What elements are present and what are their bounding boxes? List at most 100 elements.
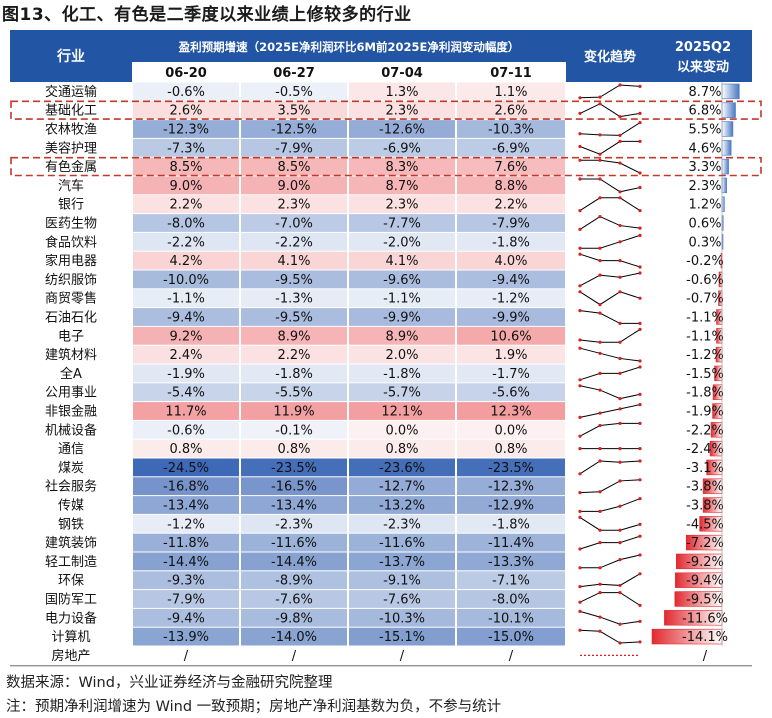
change-label: 1.2% [688,198,721,213]
sparkline-marker [638,497,642,501]
row-industry-label: 通信 [58,442,84,457]
table-row: 美容护理 -7.3% -7.9% -6.9% -6.9% 4.6% [45,138,732,157]
sparkline-marker [618,421,622,425]
header-date-07-11: 07-11 [490,66,532,81]
heatmap-cell [349,270,455,289]
sparkline-marker [598,459,602,463]
change-label: -2.2% [686,423,724,438]
footnote: 注：预期净利润增速为 Wind 一致预期；房地产净利润基数为负，不参与统计 [6,699,502,715]
row-industry-label: 电子 [58,329,84,344]
heatmap-cell-label: 11.9% [273,405,314,420]
heatmap-cell [457,590,565,608]
heatmap-cell-label: 8.9% [385,329,418,344]
change-label: -3.1% [686,461,724,476]
change-label: -3.8% [686,480,724,495]
heatmap-cell [457,646,565,665]
row-industry-label: 石油石化 [45,311,97,326]
table-row: 建筑装饰 -11.8% -11.6% -11.6% -11.4% -7.2% [45,533,724,552]
sparkline [580,178,641,193]
heatmap-cell [133,627,239,646]
heatmap-cell-label: 4.1% [385,254,418,269]
highlight-box [10,156,762,177]
header-date-07-04: 07-04 [381,66,423,81]
heatmap-cell-label: -0.1% [275,423,313,438]
sparkline-marker [578,472,582,476]
sparkline-marker [578,628,582,632]
change-label: 6.8% [688,104,721,119]
sparkline-marker [618,407,622,411]
heatmap-cell-label: -13.4% [271,499,317,514]
sparkline-marker [618,371,622,375]
heatmap-cell [349,120,455,138]
heatmap-cell [133,157,239,176]
heatmap-cell-label: 12.3% [490,405,531,420]
table-row: 房地产 / / / / / [51,646,708,665]
heatmap-cell [133,120,239,138]
sparkline-marker [638,139,642,143]
heatmap-cell [349,308,455,326]
heatmap-cell-label: 12.1% [381,405,422,420]
heatmap-cell [241,308,347,326]
sparkline-marker [578,209,582,213]
table-row: 通信 0.8% 0.8% 0.8% 0.8% -2.4% [58,439,724,458]
sparkline [579,197,641,212]
heatmap-cell-label: -9.4% [492,273,530,288]
heatmap-cell [133,608,239,627]
table-row: 农林牧渔 -12.3% -12.5% -12.6% -10.3% 5.5% [45,120,734,138]
sparkline-marker [598,509,602,513]
table-row: 医药生物 -8.0% -7.0% -7.7% -7.9% 0.6% [45,214,724,232]
heatmap-cell-label: -23.5% [271,461,317,476]
heatmap-cell-label: 0.8% [494,442,527,457]
sparkline-marker [578,338,582,342]
heatmap-cell-label: -1.2% [167,517,205,532]
sparkline [579,328,641,343]
change-label: -1.5% [686,367,724,382]
sparkline-marker [638,321,642,325]
heatmap-cell [133,514,239,533]
heatmap-cell-label: -5.6% [492,386,530,401]
sparkline [579,347,641,362]
heatmap-cell-label: -1.7% [492,367,530,382]
sparkline-marker [638,619,642,623]
heatmap-cell [349,571,455,590]
heatmap-cell [457,195,565,214]
change-label: -4.5% [686,517,724,532]
heatmap-cell [241,120,347,138]
sparkline-marker [598,303,602,307]
heatmap-cell [241,458,347,477]
heatmap-cell [349,232,455,251]
sparkline-marker [618,290,622,294]
heatmap-cell [133,364,239,383]
sparkline-marker [578,132,582,136]
sparkline-marker [598,388,602,392]
date-header-band [132,63,566,82]
heatmap-cell [133,345,239,364]
heatmap-cell [241,195,347,214]
sparkline-marker [638,534,642,538]
heatmap-cell-label: -1.8% [275,367,313,382]
sparkline [579,422,640,437]
heatmap-cell [349,383,455,402]
heatmap-cell [349,514,455,533]
heatmap-cell-label: -7.9% [492,217,530,232]
table-row: 轻工制造 -14.4% -14.4% -13.7% -13.3% -9.2% [45,552,724,571]
heatmap-cell-label: -12.9% [488,499,534,514]
heatmap-cell-label: 9.0% [277,179,310,194]
heatmap-cell [349,420,455,439]
sparkline-marker [638,209,642,213]
sparkline-marker [638,421,642,425]
sparkline-marker [598,566,602,570]
sparkline [579,385,641,400]
heatmap-cell [241,138,347,157]
heatmap-cell [133,326,239,345]
row-industry-label: 房地产 [51,648,90,664]
change-label: 0.3% [688,235,721,250]
heatmap-cell [133,533,239,552]
heatmap-cell [133,383,239,402]
heatmap-cell [349,289,455,308]
sparkline-marker [618,583,622,588]
sparkline-marker [638,392,642,396]
heatmap-cell [349,439,455,458]
sparkline-marker [578,284,582,288]
table-row: 环保 -9.3% -8.9% -9.1% -7.1% -9.4% [58,571,724,590]
